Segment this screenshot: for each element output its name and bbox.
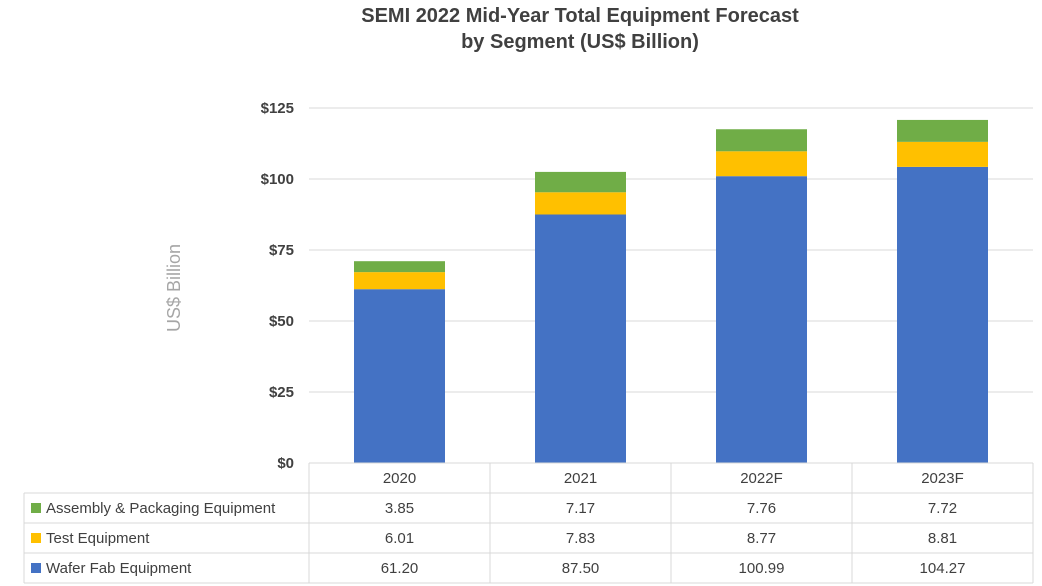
- legend-swatch: [31, 533, 41, 543]
- y-tick-label: $0: [277, 455, 294, 472]
- category-label: 2021: [564, 470, 597, 487]
- data-value: 87.50: [562, 560, 600, 577]
- bar-segment: [716, 129, 807, 152]
- bar-segment: [354, 261, 445, 273]
- data-value: 8.81: [928, 530, 957, 547]
- category-label: 2023F: [921, 470, 964, 487]
- y-tick-label: $25: [269, 384, 294, 401]
- data-value: 7.72: [928, 500, 957, 517]
- bar-segment: [535, 171, 626, 193]
- bar-segment: [897, 141, 988, 167]
- category-label: 2022F: [740, 470, 783, 487]
- data-value: 7.83: [566, 530, 595, 547]
- bar-segment: [535, 192, 626, 215]
- legend-swatch: [31, 563, 41, 573]
- bar-segment: [354, 289, 445, 463]
- data-value: 100.99: [739, 560, 785, 577]
- legend-swatch: [31, 503, 41, 513]
- y-axis-ticks: $0 $25 $50 $75 $100 $125: [261, 100, 294, 472]
- data-value: 6.01: [385, 530, 414, 547]
- y-axis-label: US$ Billion: [164, 244, 184, 332]
- bar-segment: [897, 166, 988, 463]
- y-tick-label: $50: [269, 313, 294, 330]
- bar-segment: [535, 214, 626, 463]
- bar-segment: [897, 119, 988, 142]
- data-value: 8.77: [747, 530, 776, 547]
- series-label: Test Equipment: [46, 530, 150, 547]
- bar-segment: [716, 176, 807, 463]
- series-label: Wafer Fab Equipment: [46, 560, 192, 577]
- chart-title: SEMI 2022 Mid-Year Total Equipment Forec…: [361, 5, 799, 27]
- y-tick-label: $125: [261, 100, 294, 117]
- y-tick-label: $100: [261, 171, 294, 188]
- data-value: 104.27: [920, 560, 966, 577]
- bars: [354, 119, 988, 463]
- y-tick-label: $75: [269, 242, 294, 259]
- category-label: 2020: [383, 470, 416, 487]
- data-table: 2020 2021 2022F 2023F Assembly & Packaging E…: [23, 462, 1034, 584]
- data-value: 7.76: [747, 500, 776, 517]
- data-value: 7.17: [566, 500, 595, 517]
- bar-segment: [354, 272, 445, 290]
- chart-subtitle: by Segment (US$ Billion): [461, 31, 699, 53]
- bar-segment: [716, 151, 807, 177]
- data-value: 61.20: [381, 560, 419, 577]
- series-label: Assembly & Packaging Equipment: [46, 500, 276, 517]
- data-value: 3.85: [385, 500, 414, 517]
